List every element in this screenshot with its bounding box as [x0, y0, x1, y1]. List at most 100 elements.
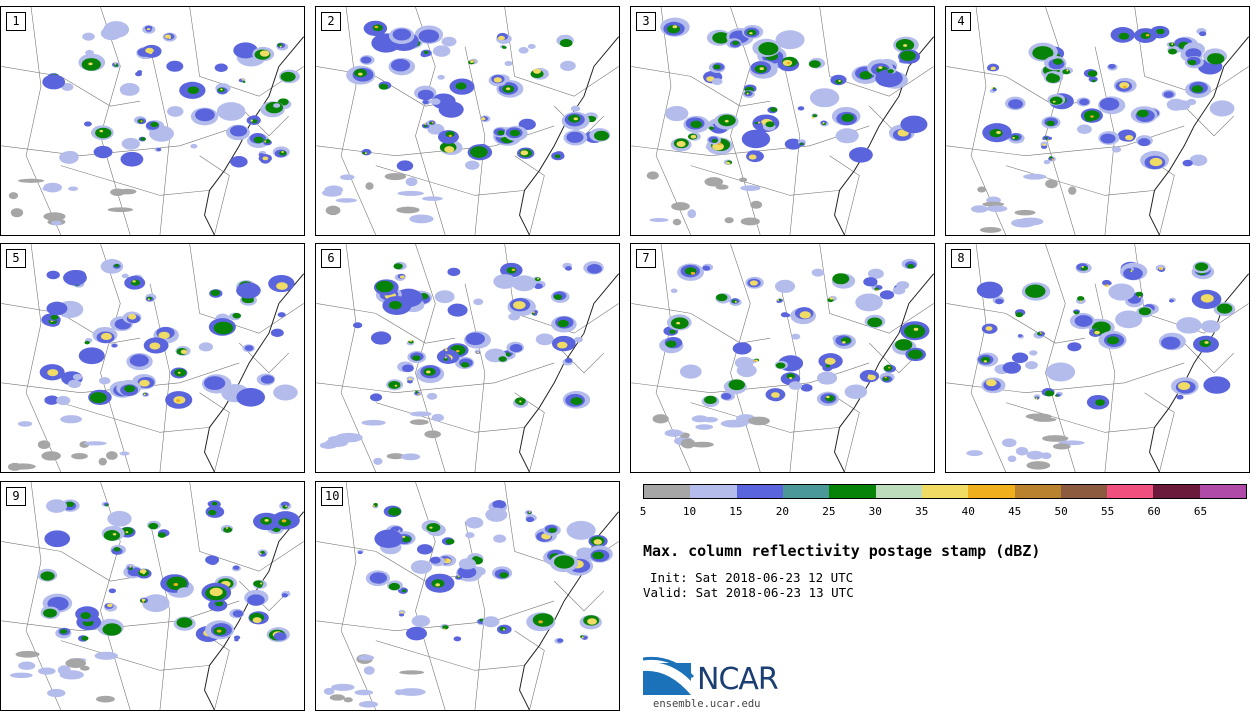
reflectivity-echo: [373, 457, 383, 465]
reflectivity-echo: [859, 71, 872, 80]
reflectivity-echo: [129, 354, 149, 367]
state-boundary: [946, 125, 1185, 156]
reflectivity-echo: [107, 510, 132, 527]
reflectivity-echo: [560, 60, 576, 71]
reflectivity-echo: [93, 145, 113, 159]
reflectivity-echo: [260, 375, 275, 384]
reflectivity-echo: [443, 628, 446, 631]
reflectivity-echo: [1077, 297, 1083, 301]
state-boundary: [1184, 105, 1235, 137]
reflectivity-echo: [139, 379, 150, 387]
reflectivity-echo: [423, 124, 428, 128]
reflectivity-echo: [721, 392, 732, 400]
reflectivity-echo: [482, 616, 500, 628]
reflectivity-echo: [398, 613, 405, 617]
reflectivity-echo: [378, 531, 400, 545]
reflectivity-echo: [394, 528, 400, 532]
reflectivity-echo: [1079, 98, 1090, 106]
reflectivity-echo: [1042, 435, 1069, 442]
colorbar-tick-label: 10: [682, 505, 697, 518]
reflectivity-echo: [447, 267, 461, 277]
reflectivity-echo: [129, 565, 132, 568]
reflectivity-echo: [214, 63, 228, 73]
reflectivity-echo: [105, 504, 109, 507]
reflectivity-echo: [690, 441, 714, 448]
reflectivity-echo: [457, 565, 477, 579]
reflectivity-echo: [83, 121, 92, 127]
reflectivity-echo: [46, 499, 67, 513]
state-boundary: [1005, 402, 1155, 433]
reflectivity-echo: [50, 314, 59, 320]
reflectivity-echo: [9, 672, 33, 679]
state-boundary: [149, 283, 171, 472]
reflectivity-echo: [431, 413, 444, 422]
reflectivity-echo: [506, 267, 517, 274]
colorbar-swatch: [736, 485, 783, 498]
reflectivity-echo: [879, 290, 895, 300]
colorbar-tick-label: 25: [822, 505, 836, 518]
reflectivity-echo: [784, 139, 798, 148]
state-boundary: [970, 7, 1007, 235]
state-boundary: [340, 482, 377, 710]
reflectivity-echo: [166, 60, 184, 72]
reflectivity-echo: [323, 687, 335, 695]
reflectivity-echo: [112, 533, 117, 536]
member-label: 9: [6, 487, 26, 506]
reflectivity-echo: [509, 129, 520, 137]
reflectivity-echo: [753, 359, 756, 362]
reflectivity-echo: [687, 209, 697, 219]
colorbar-tick-label: 45: [1008, 505, 1022, 518]
reflectivity-echo: [1052, 99, 1061, 105]
reflectivity-echo: [1207, 53, 1225, 65]
state-boundary: [819, 7, 934, 97]
reflectivity-echo: [1081, 265, 1084, 268]
reflectivity-echo: [154, 343, 159, 347]
reflectivity-echo: [213, 321, 234, 335]
reflectivity-echo: [1204, 341, 1209, 344]
reflectivity-echo: [444, 356, 447, 359]
reflectivity-echo: [82, 32, 95, 41]
reflectivity-echo: [412, 355, 421, 361]
reflectivity-echo: [167, 106, 184, 117]
reflectivity-echo: [46, 270, 60, 280]
state-boundary: [1005, 165, 1155, 196]
reflectivity-echo: [910, 327, 924, 336]
reflectivity-echo: [250, 119, 253, 122]
reflectivity-echo: [1094, 330, 1100, 335]
reflectivity-echo: [146, 28, 151, 31]
reflectivity-echo: [409, 411, 432, 417]
reflectivity-echo: [335, 198, 357, 203]
reflectivity-echo: [740, 217, 760, 226]
reflectivity-echo: [125, 531, 129, 534]
state-boundary: [655, 7, 692, 235]
reflectivity-echo: [150, 121, 159, 128]
colorbar-swatch: [1107, 485, 1154, 498]
state-boundary: [1184, 342, 1235, 374]
reflectivity-echo: [354, 689, 374, 696]
reflectivity-echo: [358, 654, 375, 661]
reflectivity-echo: [164, 333, 169, 337]
reflectivity-echo: [65, 658, 87, 668]
reflectivity-echo: [88, 62, 93, 66]
member-panel-6: 6: [315, 243, 620, 473]
reflectivity-echo: [1145, 34, 1150, 37]
colorbar-swatch: [1014, 485, 1061, 498]
reflectivity-echo: [499, 572, 509, 579]
reflectivity-echo: [786, 373, 796, 379]
reflectivity-echo: [493, 534, 507, 543]
reflectivity-echo: [84, 340, 90, 345]
reflectivity-echo: [71, 452, 88, 460]
reflectivity-echo: [424, 122, 427, 125]
reflectivity-echo: [808, 60, 821, 68]
state-boundary: [149, 521, 171, 710]
state-boundary: [464, 46, 486, 235]
reflectivity-echo: [482, 116, 485, 119]
state-boundary: [100, 482, 131, 710]
colorbar-swatch: [829, 485, 876, 498]
reflectivity-echo: [520, 150, 529, 156]
reflectivity-echo: [788, 381, 803, 390]
reflectivity-echo: [527, 43, 536, 50]
reflectivity-echo: [274, 634, 285, 641]
state-boundary: [514, 155, 545, 235]
reflectivity-echo: [1100, 133, 1116, 144]
